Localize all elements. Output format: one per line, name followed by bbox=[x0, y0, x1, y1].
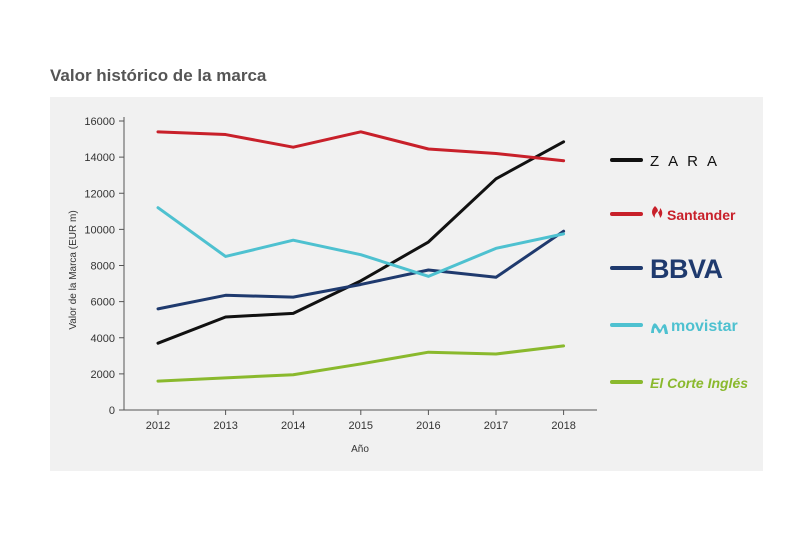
x-tick-label: 2013 bbox=[213, 420, 237, 432]
y-axis-label: Valor de la Marca (EUR m) bbox=[68, 210, 79, 329]
series-line-zara bbox=[156, 140, 566, 345]
chart-title: Valor histórico de la marca bbox=[50, 66, 267, 85]
y-tick-label: 10000 bbox=[84, 224, 115, 236]
legend-label: Santander bbox=[667, 207, 736, 223]
y-tick-label: 12000 bbox=[84, 188, 115, 200]
x-axis-label: Año bbox=[351, 444, 369, 455]
series-line-el-corte-inglés bbox=[156, 344, 566, 383]
legend-item: Santander bbox=[610, 206, 736, 223]
x-tick-label: 2015 bbox=[349, 420, 373, 432]
y-tick-label: 0 bbox=[109, 405, 115, 417]
chart-panel bbox=[50, 97, 763, 471]
y-tick-label: 6000 bbox=[91, 297, 115, 309]
series-line-bbva bbox=[156, 229, 566, 311]
x-tick-label: 2014 bbox=[281, 420, 305, 432]
legend-item: movistar bbox=[610, 318, 738, 335]
series-line-movistar bbox=[156, 206, 566, 278]
y-tick-label: 16000 bbox=[84, 116, 115, 128]
legend-label: El Corte Inglés bbox=[650, 375, 748, 391]
x-tick-label: 2017 bbox=[484, 420, 508, 432]
y-tick-label: 4000 bbox=[91, 333, 115, 345]
santander-flame-icon bbox=[652, 206, 663, 218]
y-tick-label: 14000 bbox=[84, 152, 115, 164]
x-tick-label: 2018 bbox=[551, 420, 575, 432]
series-line-santander bbox=[156, 130, 566, 163]
legend: ZARA Santander BBVA movistar El Corte Inglés bbox=[610, 153, 748, 391]
legend-item: El Corte Inglés bbox=[610, 375, 748, 391]
legend-item: BBVA bbox=[610, 254, 723, 284]
x-tick-label: 2012 bbox=[146, 420, 170, 432]
movistar-m-icon bbox=[651, 323, 668, 334]
y-ticks: 0 2000 4000 6000 8000 10000 12000 14000 16000 bbox=[84, 116, 124, 417]
x-ticks: 2012 2013 2014 2015 2016 2017 2018 bbox=[146, 410, 576, 432]
legend-label: ZARA bbox=[650, 153, 726, 170]
y-tick-label: 2000 bbox=[91, 369, 115, 381]
legend-item: ZARA bbox=[610, 153, 726, 170]
series-lines bbox=[156, 130, 566, 383]
x-tick-label: 2016 bbox=[416, 420, 440, 432]
legend-label: BBVA bbox=[650, 254, 723, 284]
y-tick-label: 8000 bbox=[91, 261, 115, 273]
legend-label: movistar bbox=[671, 318, 738, 335]
